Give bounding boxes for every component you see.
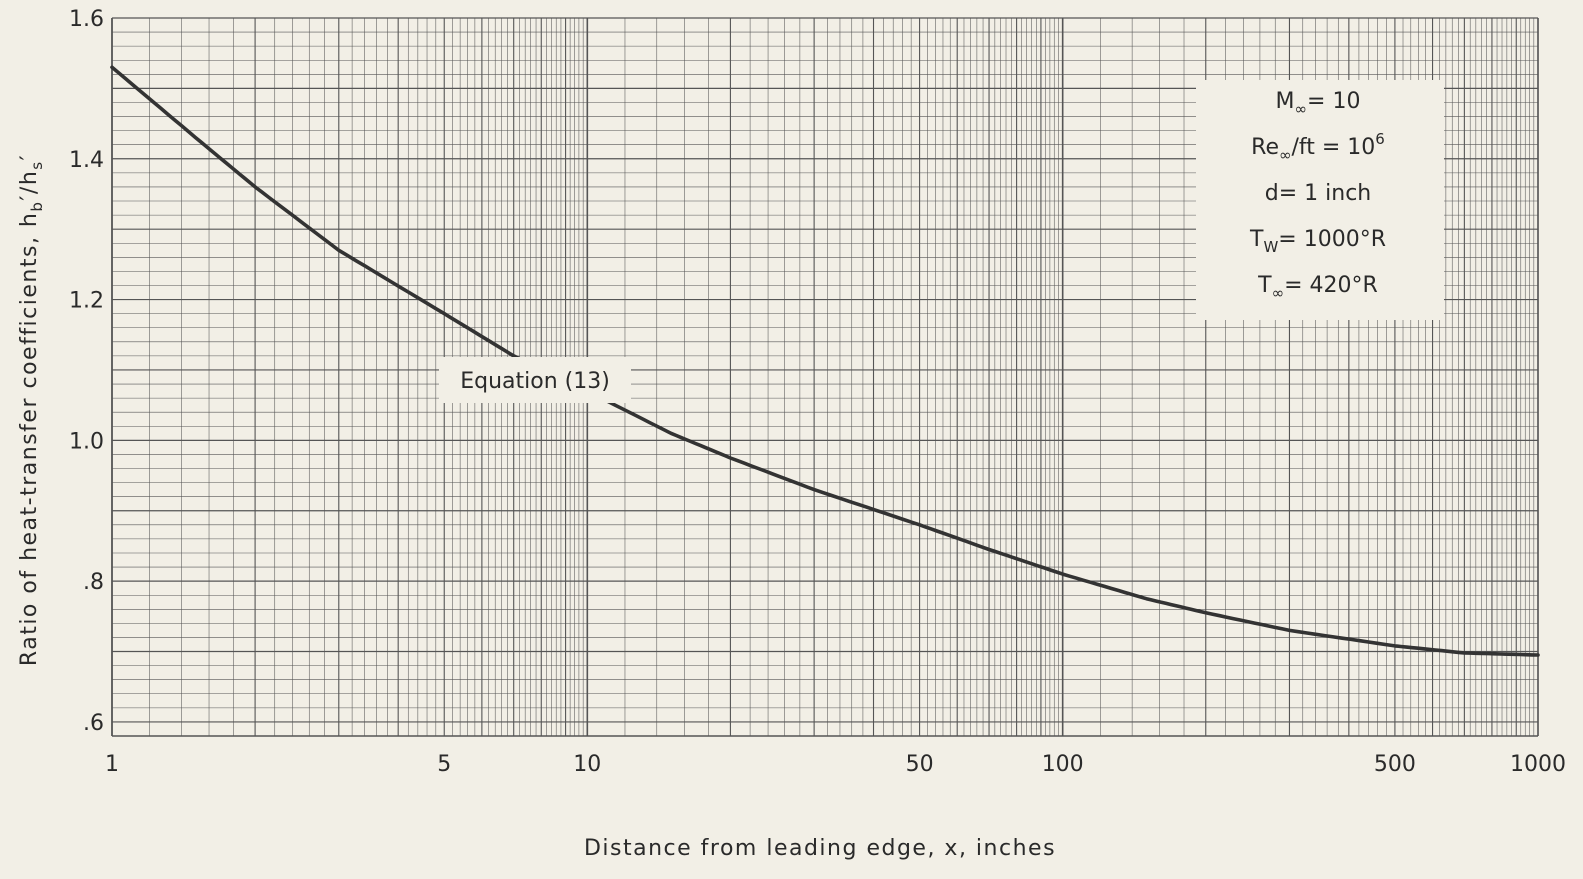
x-tick-label: 50 xyxy=(906,752,934,777)
parameter-box-background xyxy=(1196,80,1444,320)
equation-annotation: Equation (13) xyxy=(439,357,631,403)
y-tick-label: 1.2 xyxy=(69,289,104,314)
y-tick-labels: .6 .8 1.0 1.2 1.4 1.6 xyxy=(69,7,104,736)
x-tick-label: 500 xyxy=(1374,752,1416,777)
x-tick-label: 100 xyxy=(1042,752,1084,777)
x-tick-labels: 1 5 10 50 100 500 1000 xyxy=(105,752,1566,777)
x-axis-title: Distance from leading edge, x, inches xyxy=(584,836,1056,861)
y-tick-label: 1.4 xyxy=(69,148,104,173)
parameter-line: Re∞/ft = 106 xyxy=(1251,130,1385,164)
parameter-line: TW= 1000°R xyxy=(1249,227,1386,256)
equation-label: Equation (13) xyxy=(460,369,610,394)
parameter-line: d= 1 inch xyxy=(1265,181,1371,206)
y-tick-label: 1.6 xyxy=(69,7,104,32)
parameter-line: M∞= 10 xyxy=(1276,89,1361,118)
equation-label-box xyxy=(439,357,631,403)
x-tick-label: 1 xyxy=(105,752,119,777)
y-tick-label: 1.0 xyxy=(69,429,104,454)
y-tick-label: .6 xyxy=(83,711,104,736)
y-axis-title: Ratio of heat-transfer coefficients, hb′… xyxy=(17,154,46,666)
series-line-equation-13 xyxy=(110,65,1540,657)
y-tick-label: .8 xyxy=(83,570,104,595)
parameter-lines: M∞= 10 Re∞/ft = 106 d= 1 inch TW= 1000°R T∞=… xyxy=(1249,89,1386,302)
x-tick-label: 5 xyxy=(437,752,451,777)
x-tick-label: 1000 xyxy=(1510,752,1566,777)
curve-layer xyxy=(110,65,1540,657)
parameter-box: M∞= 10 Re∞/ft = 106 d= 1 inch TW= 1000°R T∞=… xyxy=(1196,80,1444,320)
x-tick-label: 10 xyxy=(573,752,601,777)
parameter-line: T∞= 420°R xyxy=(1257,273,1378,302)
